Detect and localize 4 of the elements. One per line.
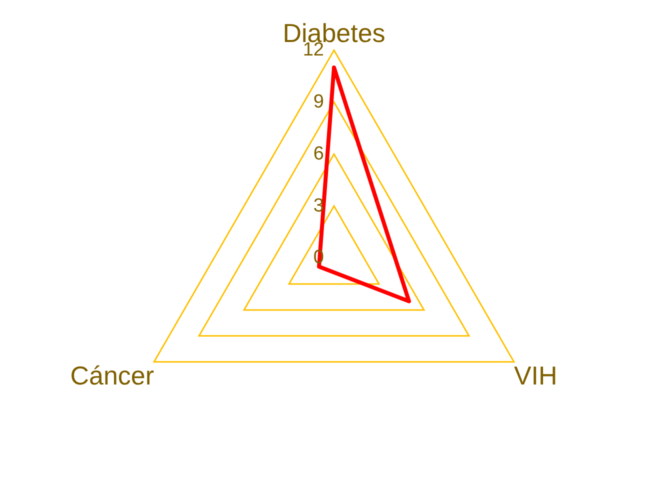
spoke-label: Cáncer <box>70 360 154 391</box>
y-tick-label: 6 <box>313 143 324 164</box>
y-tick-label: 9 <box>313 91 324 112</box>
spoke-label: VIH <box>514 360 558 391</box>
